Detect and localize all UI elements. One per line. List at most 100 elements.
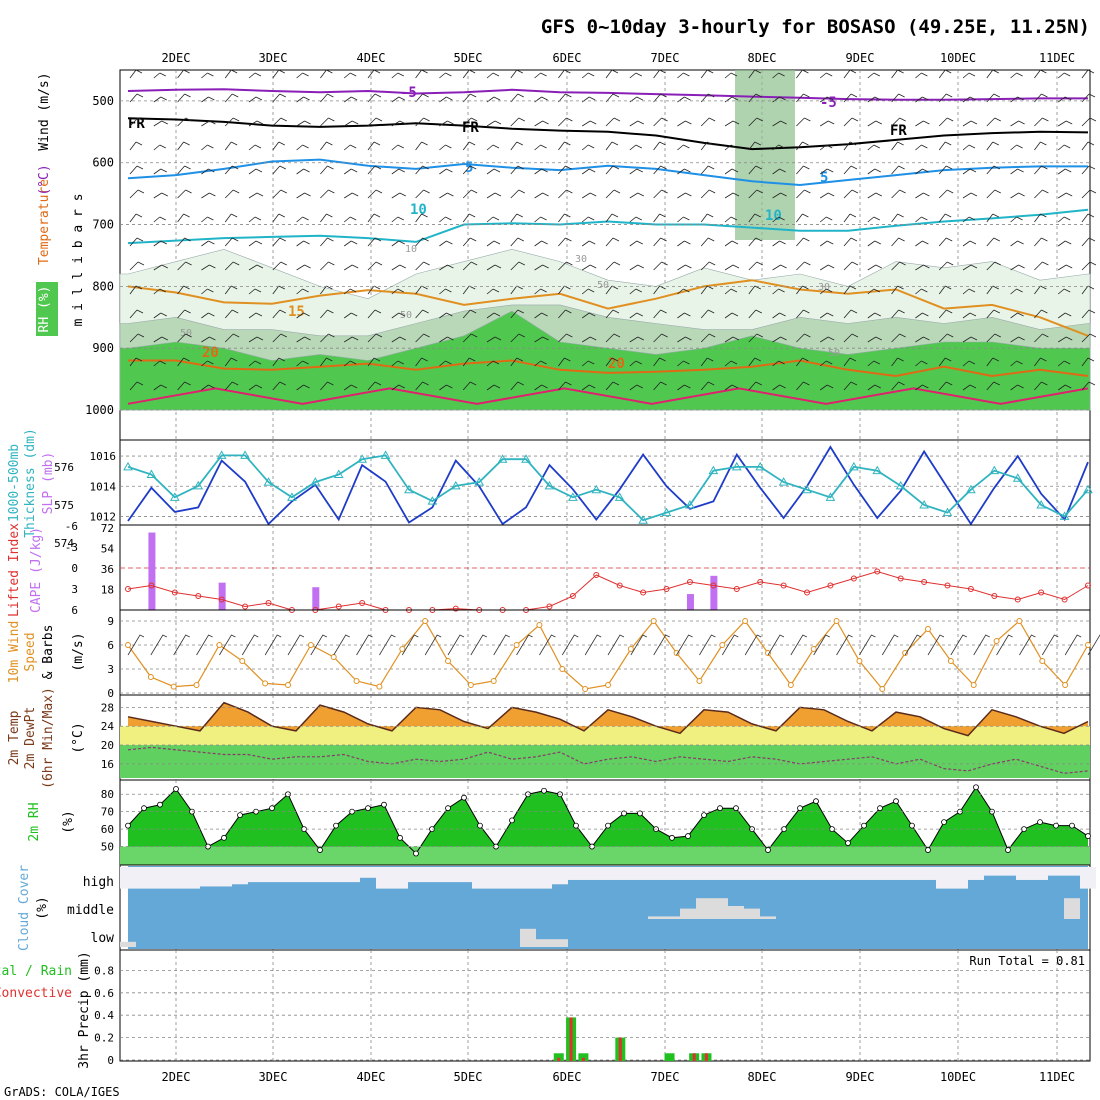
- wind-barb: [264, 634, 282, 656]
- band-yellow: [120, 726, 1090, 746]
- wind-barb: [1081, 69, 1095, 79]
- wind-barb: [653, 117, 668, 127]
- cloud-clear-cell: [760, 867, 776, 880]
- wind-barb: [986, 285, 999, 295]
- wind-barb: [843, 285, 857, 295]
- wind-barb: [343, 312, 358, 319]
- wind-barb: [248, 360, 262, 367]
- wind-speed-marker: [947, 658, 954, 664]
- wind-barb: [367, 117, 383, 127]
- cloud-clear-cell: [712, 867, 728, 880]
- date-axis-top: 2DEC 3DEC 4DEC 5DEC 6DEC 7DEC 8DEC 9DEC 10DEC 11D…: [162, 51, 1076, 65]
- wind-barb: [819, 192, 835, 199]
- wind-barb: [653, 165, 667, 175]
- wind-barb: [558, 261, 573, 271]
- wind-barb: [700, 117, 716, 127]
- wind-barb: [272, 93, 286, 103]
- cloud-gap-cell: [536, 939, 552, 947]
- wind-barb: [248, 240, 263, 247]
- wind-barb: [510, 381, 524, 391]
- isotherm-label: FR: [462, 120, 479, 136]
- rh-contour-label: 30: [818, 282, 830, 293]
- panel-10m-wind: 0 3 6 9 10m Wind Speed & Barbs (m/s): [7, 609, 1100, 700]
- wind-barb: [296, 96, 310, 103]
- wind-barb: [1010, 312, 1024, 319]
- wind-barb: [772, 192, 787, 199]
- wind-barb: [772, 144, 785, 151]
- wind-barb: [581, 312, 596, 319]
- thickness-marker: [333, 469, 344, 478]
- wind-barb: [867, 96, 881, 103]
- wind-barb: [296, 72, 309, 79]
- isotherm-label: 10: [765, 208, 782, 224]
- wind-barb: [819, 144, 833, 151]
- rh2m-marker: [909, 822, 915, 829]
- wind-barb: [584, 634, 602, 656]
- wind-barb: [819, 216, 833, 223]
- pressure-tick-label: 900: [92, 341, 114, 355]
- wind-barb: [439, 216, 452, 223]
- band-green: [120, 745, 1090, 778]
- date-label-bottom: 7DEC: [651, 1070, 680, 1084]
- wind-barb: [153, 312, 167, 319]
- wind-barb: [153, 264, 168, 271]
- wind-barb: [320, 165, 334, 175]
- rh2m-marker: [445, 805, 451, 812]
- wind-barb: [333, 634, 350, 656]
- wind-barb: [748, 309, 762, 319]
- isotherm-label: 10: [410, 202, 427, 218]
- thickness-marker: [919, 499, 929, 509]
- wind-barb: [539, 634, 556, 656]
- wind-barb: [867, 336, 882, 343]
- wind-barb: [1010, 96, 1024, 103]
- wind-barb: [391, 384, 405, 391]
- cloud-clear-cell: [232, 867, 248, 885]
- wind-barb: [891, 333, 906, 343]
- wind-barb: [867, 360, 880, 367]
- cloud-clear-cell: [872, 867, 888, 880]
- lifted-index-line: [127, 570, 1089, 611]
- wind-barb: [248, 192, 264, 199]
- wind-barb: [224, 141, 238, 151]
- dewpoint-axis-label: 2m DewPt: [23, 707, 38, 770]
- wind-barb: [772, 96, 786, 103]
- wind-barb: [1081, 165, 1096, 175]
- wind-barb: [272, 189, 287, 199]
- wind-barb: [177, 381, 191, 391]
- wind-barb: [748, 381, 762, 391]
- rh2m-marker: [125, 822, 131, 829]
- rh2m-marker: [157, 801, 163, 808]
- wind-barb: [938, 213, 952, 223]
- wind-barb: [1057, 120, 1073, 127]
- lifted-index-marker: [686, 579, 693, 585]
- wind-barb: [296, 120, 311, 127]
- wind-barb: [724, 336, 740, 343]
- wind-barb: [424, 634, 442, 656]
- cloud-clear-cell: [1048, 867, 1064, 876]
- wind-barb: [224, 213, 238, 223]
- wind-speed-marker: [536, 622, 543, 628]
- wind-barb: [700, 261, 716, 271]
- wind-barb: [272, 117, 287, 127]
- wind-barb: [534, 120, 549, 127]
- wind-barb: [296, 192, 311, 199]
- rh2m-marker: [477, 822, 483, 829]
- wind-barb: [486, 120, 502, 127]
- wind-barb: [605, 117, 621, 127]
- lifted-index-marker: [991, 593, 998, 599]
- lifted-index-marker: [1014, 596, 1021, 603]
- wind-barb: [177, 117, 192, 127]
- wind-speed-marker: [330, 654, 337, 660]
- rh2m-marker: [941, 819, 947, 826]
- wind-barb: [415, 237, 429, 247]
- rh2m-marker: [573, 822, 579, 829]
- wind-barb: [677, 168, 691, 175]
- lifted-index-marker: [359, 600, 366, 606]
- cloud-clear-cell: [168, 867, 184, 889]
- wind-barb: [558, 69, 571, 79]
- wind-barb: [534, 312, 548, 319]
- slp-tick-label: 1014: [90, 480, 117, 493]
- cloud-clear-cell: [888, 867, 904, 880]
- wind-barb: [534, 360, 547, 367]
- rh2m-marker: [1037, 819, 1043, 826]
